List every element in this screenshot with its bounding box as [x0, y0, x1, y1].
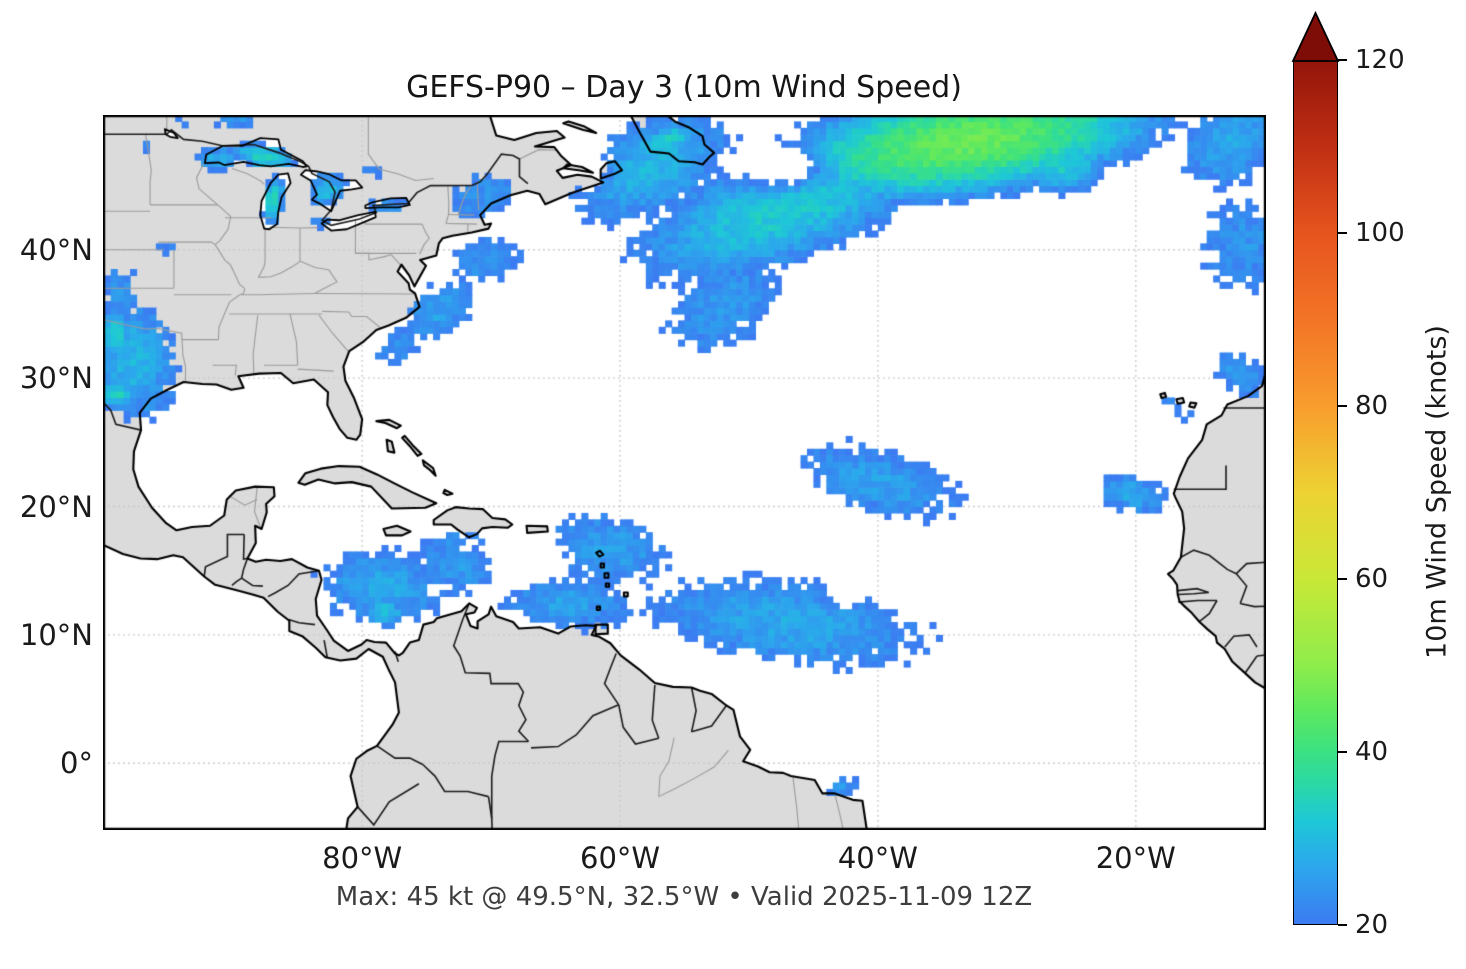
colorbar-tick-label: 20	[1355, 910, 1389, 940]
max-annotation-caption: Max: 45 kt @ 49.5°N, 32.5°W • Valid 2025…	[335, 882, 1033, 912]
colorbar-tick-label: 120	[1355, 45, 1405, 75]
colorbar-tick-label: 40	[1355, 737, 1389, 767]
y-tick-label: 10°N	[19, 617, 93, 652]
colorbar-tick-label: 80	[1355, 391, 1389, 421]
y-tick-label: 0°	[60, 746, 93, 781]
chart-title: GEFS-P90 – Day 3 (10m Wind Speed)	[406, 70, 962, 105]
colorbar-tick-label: 60	[1355, 564, 1389, 594]
colorbar-tick-mark	[1338, 578, 1347, 580]
x-tick-label: 60°W	[579, 841, 661, 875]
colorbar-axis-label: 10m Wind Speed (knots)	[1421, 325, 1453, 659]
colorbar-tick-mark	[1338, 751, 1347, 753]
wind-speed-map-canvas	[103, 115, 1266, 830]
x-tick-label: 80°W	[322, 841, 403, 875]
colorbar-tick-label: 100	[1355, 218, 1405, 248]
y-tick-label: 40°N	[19, 232, 93, 267]
x-tick-label: 40°W	[837, 841, 918, 875]
colorbar-tick-mark	[1338, 924, 1347, 926]
colorbar-tick-mark	[1338, 59, 1347, 61]
y-tick-label: 20°N	[19, 489, 93, 524]
colorbar-tick-mark	[1338, 232, 1347, 234]
colorbar-extend-arrow	[1291, 11, 1340, 62]
colorbar-tick-mark	[1338, 405, 1347, 407]
x-tick-label: 20°W	[1095, 841, 1176, 875]
map-plot-area	[103, 115, 1266, 830]
colorbar-gradient	[1293, 60, 1338, 925]
y-tick-label: 30°N	[19, 361, 93, 396]
